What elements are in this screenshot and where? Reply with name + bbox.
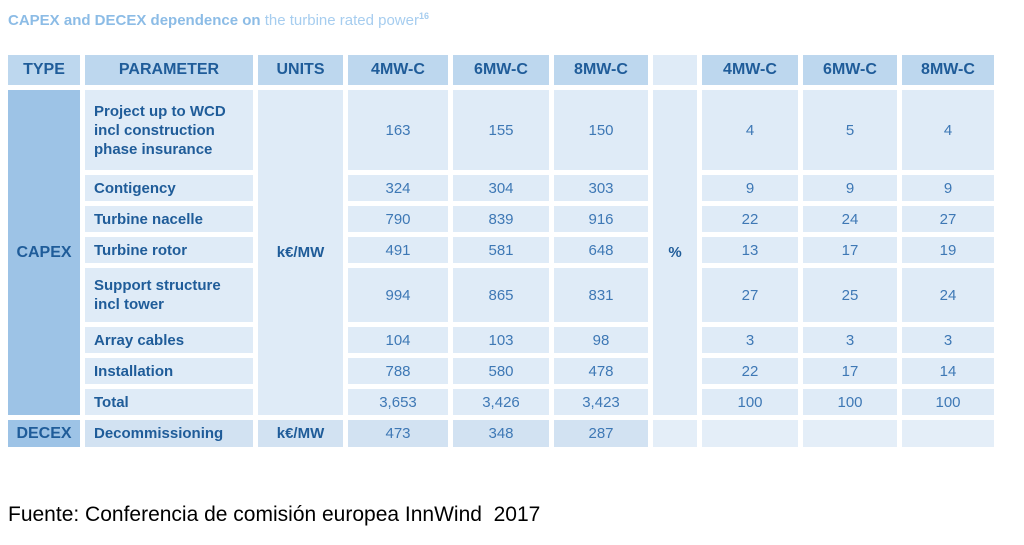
percent-cell: 14 xyxy=(902,358,994,384)
column-header-4mw-right: 4MW-C xyxy=(702,55,798,85)
percent-cell: 25 xyxy=(803,268,897,322)
value-cell: 104 xyxy=(348,327,448,353)
column-header-8mw-right: 8MW-C xyxy=(902,55,994,85)
value-cell: 831 xyxy=(554,268,648,322)
decex-units-cell: k€/MW xyxy=(258,420,343,447)
percent-cell: 100 xyxy=(702,389,798,415)
table-row: CAPEX Project up to WCD incl constructio… xyxy=(8,90,994,415)
percent-cell: 13 xyxy=(702,237,798,263)
title-bold-text: CAPEX and DECEX dependence on xyxy=(8,12,261,29)
value-cell: 304 xyxy=(453,175,549,201)
percent-cell: 4 xyxy=(902,90,994,170)
percent-cell: 27 xyxy=(702,268,798,322)
value-cell: 324 xyxy=(348,175,448,201)
percent-cell: 100 xyxy=(803,389,897,415)
value-cell: 788 xyxy=(348,358,448,384)
param-cell: Total xyxy=(85,389,253,415)
percent-cell: 24 xyxy=(902,268,994,322)
param-cell: Turbine rotor xyxy=(85,237,253,263)
value-cell: 865 xyxy=(453,268,549,322)
title-footnote-marker: 16 xyxy=(418,11,429,21)
percent-cell: 19 xyxy=(902,237,994,263)
table-row-decex: DECEX Decommissioning k€/MW 473 348 287 xyxy=(8,420,994,447)
value-cell: 648 xyxy=(554,237,648,263)
value-cell: 98 xyxy=(554,327,648,353)
table-row: Contigency 324 304 303 9 9 9 xyxy=(8,175,994,201)
table-row: Support structure incl tower 994 865 831… xyxy=(8,268,994,322)
value-cell: 287 xyxy=(554,420,648,447)
param-cell: Turbine nacelle xyxy=(85,206,253,232)
value-cell: 580 xyxy=(453,358,549,384)
value-cell: 348 xyxy=(453,420,549,447)
value-cell: 473 xyxy=(348,420,448,447)
title-regular-text: the turbine rated power xyxy=(260,12,419,29)
percent-cell: 5 xyxy=(803,90,897,170)
param-cell: Installation xyxy=(85,358,253,384)
table-row: Installation 788 580 478 22 17 14 xyxy=(8,358,994,384)
percent-cell: 24 xyxy=(803,206,897,232)
percent-cell: 3 xyxy=(702,327,798,353)
column-header-8mw-left: 8MW-C xyxy=(554,55,648,85)
param-cell: Support structure incl tower xyxy=(85,268,253,322)
value-cell: 150 xyxy=(554,90,648,170)
value-cell: 916 xyxy=(554,206,648,232)
source-caption: Fuente: Conferencia de comisión europea … xyxy=(8,503,541,526)
percent-cell: 17 xyxy=(803,237,897,263)
percent-cell: 27 xyxy=(902,206,994,232)
param-cell: Contigency xyxy=(85,175,253,201)
capex-type-cell: CAPEX xyxy=(8,90,80,415)
column-header-6mw-left: 6MW-C xyxy=(453,55,549,85)
empty-cell xyxy=(902,420,994,447)
table-row: Turbine nacelle 790 839 916 22 24 27 xyxy=(8,206,994,232)
value-cell: 163 xyxy=(348,90,448,170)
value-cell: 478 xyxy=(554,358,648,384)
value-cell: 3,426 xyxy=(453,389,549,415)
empty-cell xyxy=(803,420,897,447)
value-cell: 155 xyxy=(453,90,549,170)
percent-cell: 4 xyxy=(702,90,798,170)
page-title: CAPEX and DECEX dependence on the turbin… xyxy=(8,6,429,31)
percent-cell: 17 xyxy=(803,358,897,384)
table-row: Array cables 104 103 98 3 3 3 xyxy=(8,327,994,353)
percent-cell: 3 xyxy=(803,327,897,353)
column-header-units: UNITS xyxy=(258,55,343,85)
percent-cell: 9 xyxy=(803,175,897,201)
percent-units-cell: % xyxy=(653,90,697,415)
capex-decex-table: TYPE PARAMETER UNITS 4MW-C 6MW-C 8MW-C 4… xyxy=(3,50,999,452)
percent-cell: 100 xyxy=(902,389,994,415)
value-cell: 3,653 xyxy=(348,389,448,415)
column-header-6mw-right: 6MW-C xyxy=(803,55,897,85)
value-cell: 581 xyxy=(453,237,549,263)
value-cell: 790 xyxy=(348,206,448,232)
percent-cell: 9 xyxy=(702,175,798,201)
capex-units-cell: k€/MW xyxy=(258,90,343,415)
percent-cell: 9 xyxy=(902,175,994,201)
percent-cell: 22 xyxy=(702,358,798,384)
param-cell: Project up to WCD incl construction phas… xyxy=(85,90,253,170)
param-cell: Decommissioning xyxy=(85,420,253,447)
param-cell: Array cables xyxy=(85,327,253,353)
empty-cell xyxy=(702,420,798,447)
empty-cell xyxy=(653,420,697,447)
value-cell: 994 xyxy=(348,268,448,322)
percent-cell: 22 xyxy=(702,206,798,232)
header-row: TYPE PARAMETER UNITS 4MW-C 6MW-C 8MW-C 4… xyxy=(8,55,994,85)
decex-type-cell: DECEX xyxy=(8,420,80,447)
value-cell: 491 xyxy=(348,237,448,263)
table-row: Turbine rotor 491 581 648 13 17 19 xyxy=(8,237,994,263)
column-header-spacer xyxy=(653,55,697,85)
percent-cell: 3 xyxy=(902,327,994,353)
value-cell: 103 xyxy=(453,327,549,353)
value-cell: 303 xyxy=(554,175,648,201)
table-row-total: Total 3,653 3,426 3,423 100 100 100 xyxy=(8,389,994,415)
column-header-parameter: PARAMETER xyxy=(85,55,253,85)
column-header-4mw-left: 4MW-C xyxy=(348,55,448,85)
column-header-type: TYPE xyxy=(8,55,80,85)
value-cell: 3,423 xyxy=(554,389,648,415)
value-cell: 839 xyxy=(453,206,549,232)
